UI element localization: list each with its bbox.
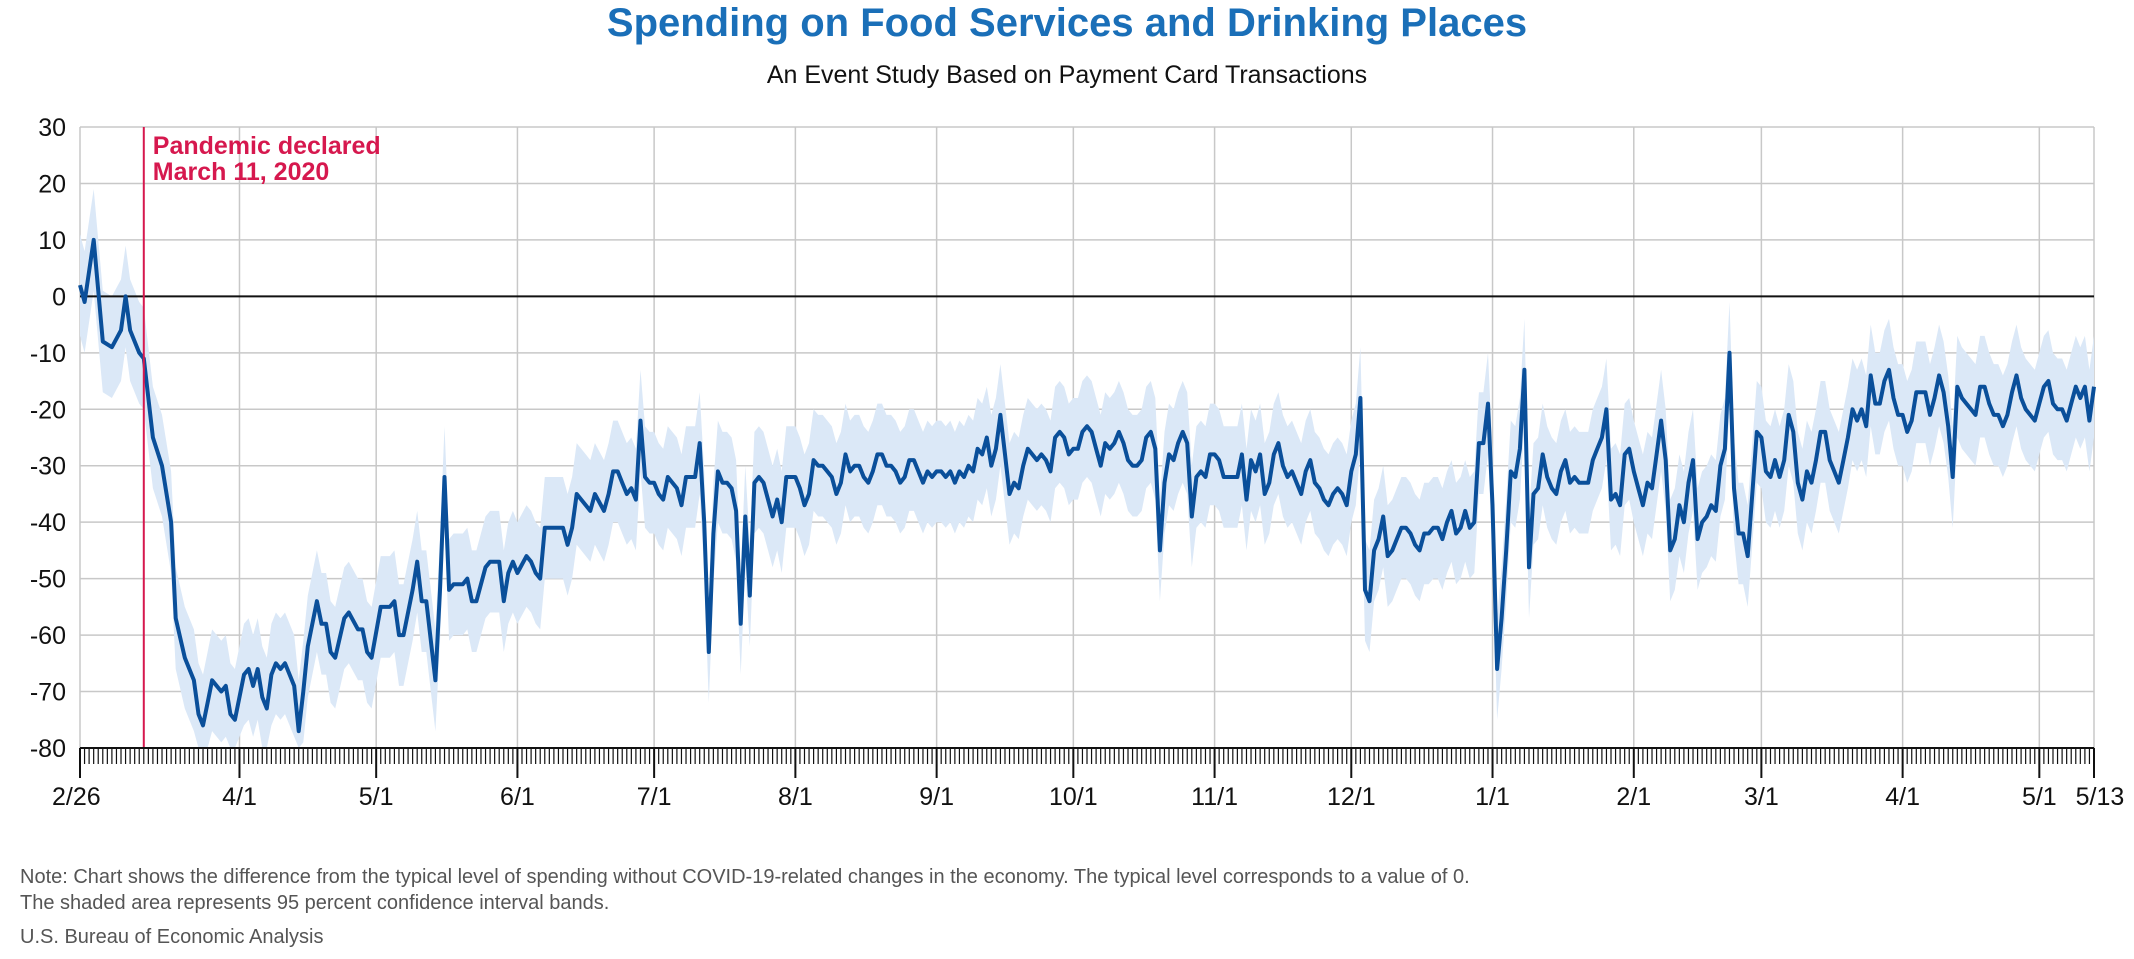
x-tick-label: 2/26 — [52, 783, 101, 811]
y-tick-label: -20 — [30, 396, 66, 424]
footnote-line-2: The shaded area represents 95 percent co… — [20, 892, 610, 914]
y-tick-label: -50 — [30, 566, 66, 594]
x-tick-label: 5/13 — [2076, 783, 2125, 811]
y-tick-label: 30 — [38, 114, 66, 142]
spending-series-line — [78, 237, 2096, 734]
chart-subtitle: An Event Study Based on Payment Card Tra… — [766, 61, 1368, 89]
x-tick-label: 2/1 — [1616, 783, 1651, 811]
y-tick-label: -80 — [30, 735, 66, 763]
x-tick-label: 4/1 — [1885, 783, 1920, 811]
x-tick-label: 7/1 — [637, 783, 672, 811]
x-tick-label: 5/1 — [359, 783, 394, 811]
y-tick-label: -60 — [30, 622, 66, 650]
y-tick-label: 0 — [52, 283, 66, 311]
y-tick-label: -10 — [30, 340, 66, 368]
x-tick-label: 12/1 — [1327, 783, 1376, 811]
confidence-band-layer — [80, 189, 2094, 749]
y-axis: 30 20 10 0 -10 -20 -30 -40 -50 -60 -70 -80 — [30, 114, 66, 763]
x-tick-label: 1/1 — [1475, 783, 1510, 811]
x-tick-label: 3/1 — [1744, 783, 1779, 811]
x-tick-label: 6/1 — [500, 783, 535, 811]
chart-title: Spending on Food Services and Drinking P… — [606, 1, 1528, 45]
x-tick-label: 10/1 — [1049, 783, 1098, 811]
y-tick-label: 10 — [38, 227, 66, 255]
footnote-line-1: Note: Chart shows the difference from th… — [20, 866, 1470, 888]
source-credit: U.S. Bureau of Economic Analysis — [20, 926, 324, 948]
x-axis: 2/26 4/1 5/1 6/1 7/1 8/1 9/1 10/1 11/1 12/1 1/1 2/1… — [52, 747, 2125, 811]
y-tick-label: -40 — [30, 509, 66, 537]
confidence-band — [80, 189, 2094, 749]
y-tick-label: -70 — [30, 679, 66, 707]
x-tick-label: 4/1 — [222, 783, 257, 811]
annotation-label-line-1: Pandemic declared — [153, 132, 381, 160]
x-tick-label: 8/1 — [778, 783, 813, 811]
x-tick-label: 9/1 — [919, 783, 954, 811]
y-tick-label: 20 — [38, 170, 66, 198]
y-tick-label: -30 — [30, 453, 66, 481]
x-tick-label: 11/1 — [1191, 783, 1238, 811]
series-line-layer — [78, 237, 2096, 734]
annotation-label-line-2: March 11, 2020 — [153, 158, 330, 186]
x-tick-label: 5/1 — [2022, 783, 2057, 811]
